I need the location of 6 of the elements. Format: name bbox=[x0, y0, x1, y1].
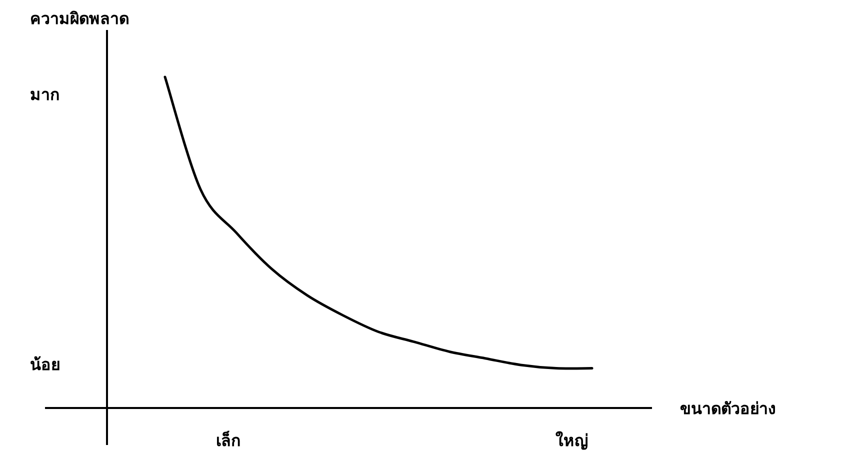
text: ใหญ่ bbox=[556, 431, 588, 451]
y-axis-title: ความผิดพลาด bbox=[30, 10, 129, 28]
text: น้อย bbox=[30, 356, 60, 374]
text: เล็ก bbox=[216, 429, 242, 450]
text: มาก bbox=[30, 87, 60, 104]
x-axis-title: ขนาดตัวอย่าง bbox=[680, 400, 776, 418]
